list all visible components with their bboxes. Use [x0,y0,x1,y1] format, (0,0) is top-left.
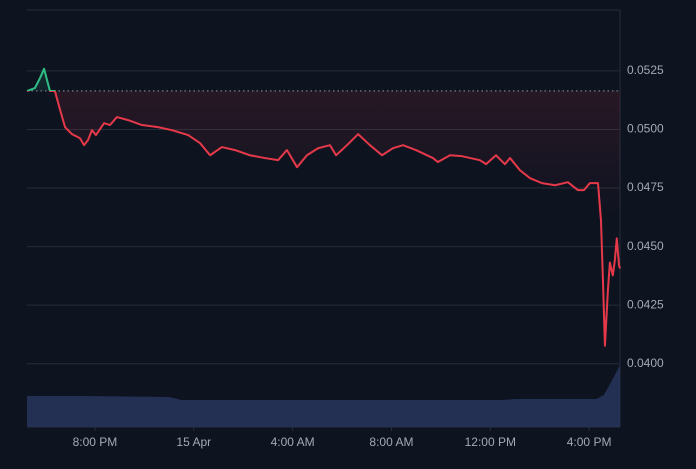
y-tick-label: 0.0400 [627,356,664,370]
x-tick-label: 12:00 PM [465,435,516,449]
x-tick-label: 8:00 PM [73,435,118,449]
y-tick-label: 0.0475 [627,180,664,194]
y-tick-label: 0.0500 [627,122,664,136]
x-tick-label: 8:00 AM [369,435,413,449]
x-tick-label: 4:00 AM [271,435,315,449]
y-tick-label: 0.0450 [627,239,664,253]
volume-area [27,365,620,427]
y-tick-label: 0.0525 [627,63,664,77]
baseline-area [27,68,620,346]
x-tick-label: 15 Apr [176,435,211,449]
y-tick-label: 0.0425 [627,297,664,311]
x-tick-label: 4:00 PM [567,435,612,449]
price-line [26,67,621,347]
